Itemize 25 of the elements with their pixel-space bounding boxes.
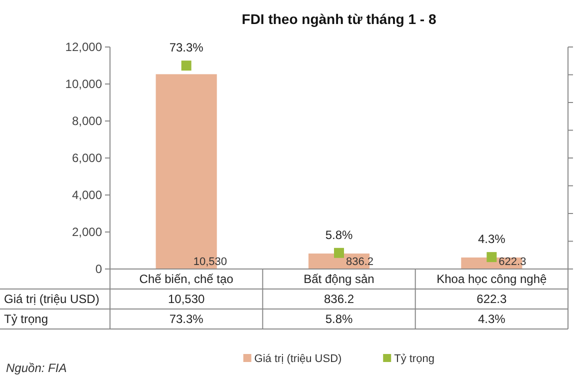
y-tick-label: 4,000 [72, 188, 102, 202]
data-label: 622.3 [476, 292, 508, 306]
data-label: 10,530 [168, 292, 206, 306]
legend-label: Tỷ trọng [394, 352, 434, 365]
x-tick-label: Khoa học công nghệ [436, 272, 548, 286]
y-tick-label: 8,000 [72, 114, 102, 128]
y-tick-label: 10,000 [65, 77, 102, 92]
chart-title: FDI theo ngành từ tháng 1 - 8 [242, 11, 436, 27]
text: 4.3% [478, 232, 506, 246]
x-tick-label: Bất động sản [304, 272, 374, 286]
y-tick-label: 0 [95, 262, 102, 276]
x-tick-label: Chế biến, chế tạo [139, 272, 234, 286]
legend-label: Giá trị (triệu USD) [254, 352, 342, 365]
y-tick-label: 12,000 [65, 40, 102, 54]
text: 73.3% [169, 40, 204, 55]
text: Giá trị (triệu USD) [4, 292, 100, 306]
text: Tỷ trọng [4, 312, 48, 326]
text: Nguồn: FIA [6, 361, 67, 375]
text: 5.8% [325, 228, 353, 242]
data-label: 73.3% [169, 312, 204, 326]
data-label: 4.3% [478, 312, 506, 326]
y-tick-label: 2,000 [72, 225, 102, 240]
data-label: 5.8% [325, 312, 353, 326]
y-tick-label: 6,000 [72, 151, 102, 166]
data-label: 836.2 [324, 292, 354, 306]
